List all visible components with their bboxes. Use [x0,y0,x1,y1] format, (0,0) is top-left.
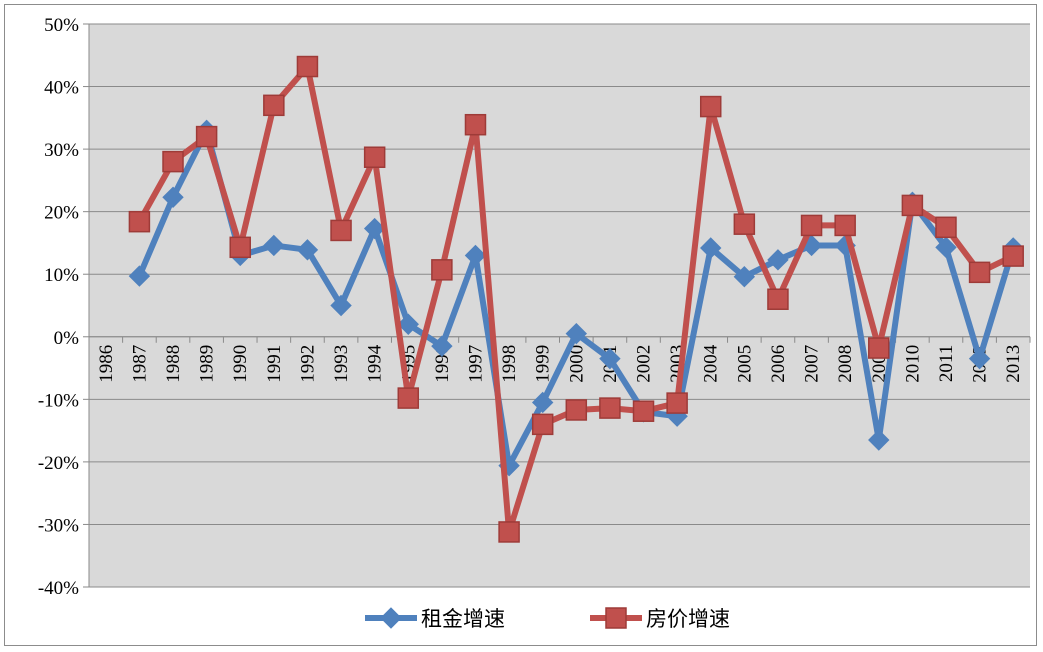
data-point [968,261,991,284]
data-point [901,194,924,217]
data-point [296,239,319,261]
data-point [380,607,402,629]
data-point [767,288,789,310]
data-point [128,210,151,233]
y-tick-label: -20% [38,453,79,474]
y-tick-label: 10% [44,265,79,286]
x-tick-label: 1998 [499,345,520,383]
x-tick-label: 1986 [96,345,117,383]
data-point [531,413,554,436]
data-point [397,313,419,335]
y-tick-label: 30% [44,140,79,161]
series-layer [128,55,1024,543]
y-tick-label: -30% [38,515,79,536]
data-point [330,219,352,242]
data-point [498,521,520,543]
data-point [464,244,487,267]
y-tick-label: 40% [44,78,79,99]
data-point [565,322,588,345]
x-tick-label: 2006 [768,345,789,383]
x-tick-label: 2010 [902,345,923,383]
data-point [431,259,453,281]
legend-entry: 租金增速 [365,607,505,631]
data-point [296,55,319,78]
x-tick-label: 1999 [533,345,554,383]
x-tick-label: 1993 [331,345,352,383]
data-point [935,216,957,239]
x-tick-label: 2007 [802,345,823,383]
data-point [733,213,756,235]
data-point [733,266,756,288]
data-point [632,400,655,422]
data-point [431,335,453,357]
y-tick-label: 20% [44,203,79,224]
legend-label: 租金增速 [421,607,505,631]
y-tick-label: -40% [38,578,79,599]
data-point [464,113,487,136]
data-point [195,125,218,148]
data-point [599,397,621,419]
y-axis: 50% 40% 30% 20% 10% 0% -10% -20% -30% -40% [38,15,90,599]
x-tick-label: 1992 [297,345,318,383]
data-point [599,347,621,370]
x-tick-label: 1989 [197,345,218,383]
data-point [162,186,184,208]
x-tick-label: 2004 [701,344,722,383]
x-tick-label: 2013 [1003,345,1024,383]
data-point [935,236,957,259]
data-point [1002,245,1024,267]
y-tick-label: -10% [38,390,79,411]
x-tick-label: 1987 [129,345,150,383]
x-tick-label: 2011 [936,345,957,382]
x-tick-label: 1996 [432,345,453,383]
data-point [263,234,285,257]
x-tick-label: 2005 [734,345,755,383]
legend-label: 房价增速 [646,607,730,631]
data-point [868,429,890,451]
x-tick-label: 1988 [163,345,184,383]
data-point [699,95,722,118]
y-tick-label: 50% [44,15,79,36]
legend: 租金增速 房价增速 [365,607,730,631]
data-point [565,399,588,421]
data-point [834,214,856,237]
series-2 [128,55,1024,543]
x-tick-label: 2002 [634,345,655,383]
data-point [800,214,823,237]
x-tick-label: 2000 [566,345,587,383]
plot-area [89,24,1030,587]
data-point [330,294,352,317]
data-point [531,391,554,414]
x-tick-label: 1994 [365,344,386,383]
data-point [363,146,386,168]
data-point [605,607,627,629]
data-point [162,150,184,173]
data-point [263,94,285,117]
x-tick-label: 1997 [465,345,486,383]
x-tick-label: 2008 [835,345,856,383]
x-tick-label: 1991 [264,345,285,383]
y-tick-label: 0% [54,328,80,349]
data-point [868,337,890,359]
data-point [229,236,251,259]
data-point [968,347,991,370]
data-point [700,237,722,259]
legend-entry: 房价增速 [590,607,730,631]
data-point [767,249,789,271]
x-tick-label: 1990 [230,345,251,383]
data-point [397,387,420,409]
data-point [128,265,151,287]
data-point [666,392,688,414]
